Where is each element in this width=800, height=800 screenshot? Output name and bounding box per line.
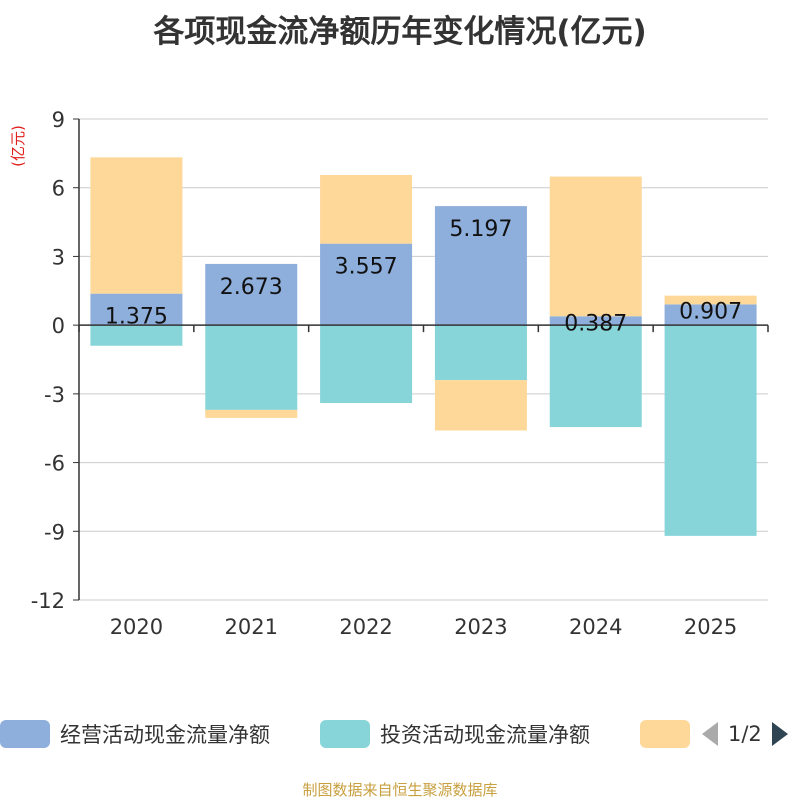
legend-page-indicator: 1/2	[728, 722, 762, 746]
x-tick-label-2020: 2020	[110, 615, 163, 639]
bar-s0-2023	[434, 206, 527, 326]
y-tick-label-4: -3	[44, 383, 65, 407]
bar-s2-2023	[434, 380, 527, 431]
legend-item-financing[interactable]	[640, 716, 690, 752]
page-next-icon[interactable]	[770, 720, 790, 748]
y-tick-label-0: 9	[52, 108, 65, 132]
data-label-2023: 5.197	[449, 217, 512, 242]
data-label-2021: 2.673	[220, 275, 283, 300]
page-prev-icon[interactable]	[700, 720, 720, 748]
data-label-2025: 0.907	[679, 299, 742, 324]
y-tick-label-7: -12	[31, 589, 65, 613]
bar-s0-2020	[90, 293, 183, 326]
bar-s1-2025	[664, 325, 757, 536]
y-tick-label-6: -9	[44, 520, 65, 544]
bar-s2-2025	[664, 295, 757, 305]
x-tick-label-2022: 2022	[339, 615, 392, 639]
x-tick-label-2023: 2023	[454, 615, 507, 639]
bar-s0-2022	[320, 243, 413, 326]
legend-swatch-operating	[0, 720, 50, 748]
chart-title: 各项现金流净额历年变化情况(亿元)	[153, 14, 647, 50]
data-source-note: 制图数据来自恒生聚源数据库	[302, 781, 498, 799]
legend: 经营活动现金流量净额 投资活动现金流量净额	[0, 716, 800, 752]
bar-s0-2021	[205, 263, 298, 326]
x-tick-label-2021: 2021	[225, 615, 278, 639]
bar-s0-2025	[664, 304, 757, 326]
bar-s1-2020	[90, 325, 183, 346]
bar-s0-2024	[549, 316, 642, 326]
bar-s2-2020	[90, 157, 183, 294]
bar-s2-2021	[205, 409, 298, 418]
bar-s2-2022	[320, 174, 413, 244]
legend-swatch-financing	[640, 720, 690, 748]
x-tick-label-2025: 2025	[684, 615, 737, 639]
x-tick-label-2024: 2024	[569, 615, 622, 639]
chart-plot: 9 6 3 0 -3 -6 -9 -12 (亿元) 2020 2021 2022 2023 2024 202…	[9, 108, 769, 639]
y-tick-label-2: 3	[52, 245, 65, 269]
y-tick-label-3: 0	[52, 314, 65, 338]
bar-s1-2024	[549, 325, 642, 428]
bar-s1-2022	[320, 325, 413, 404]
legend-item-investing[interactable]: 投资活动现金流量净额	[320, 716, 590, 752]
bar-s2-2024	[549, 176, 642, 317]
legend-pager: 1/2	[700, 716, 790, 752]
y-tick-label-5: -6	[44, 452, 65, 476]
data-label-2024: 0.387	[564, 311, 627, 336]
data-label-2020: 1.375	[105, 305, 168, 330]
legend-label-operating: 经营活动现金流量净额	[60, 723, 270, 747]
legend-label-investing: 投资活动现金流量净额	[380, 723, 590, 747]
bar-s1-2021	[205, 325, 298, 410]
legend-item-operating[interactable]: 经营活动现金流量净额	[0, 716, 270, 752]
y-tick-label-1: 6	[52, 177, 65, 201]
legend-swatch-investing	[320, 720, 370, 748]
data-label-2022: 3.557	[335, 255, 398, 280]
bar-s1-2023	[434, 325, 527, 381]
y-axis-label: (亿元)	[9, 125, 27, 167]
